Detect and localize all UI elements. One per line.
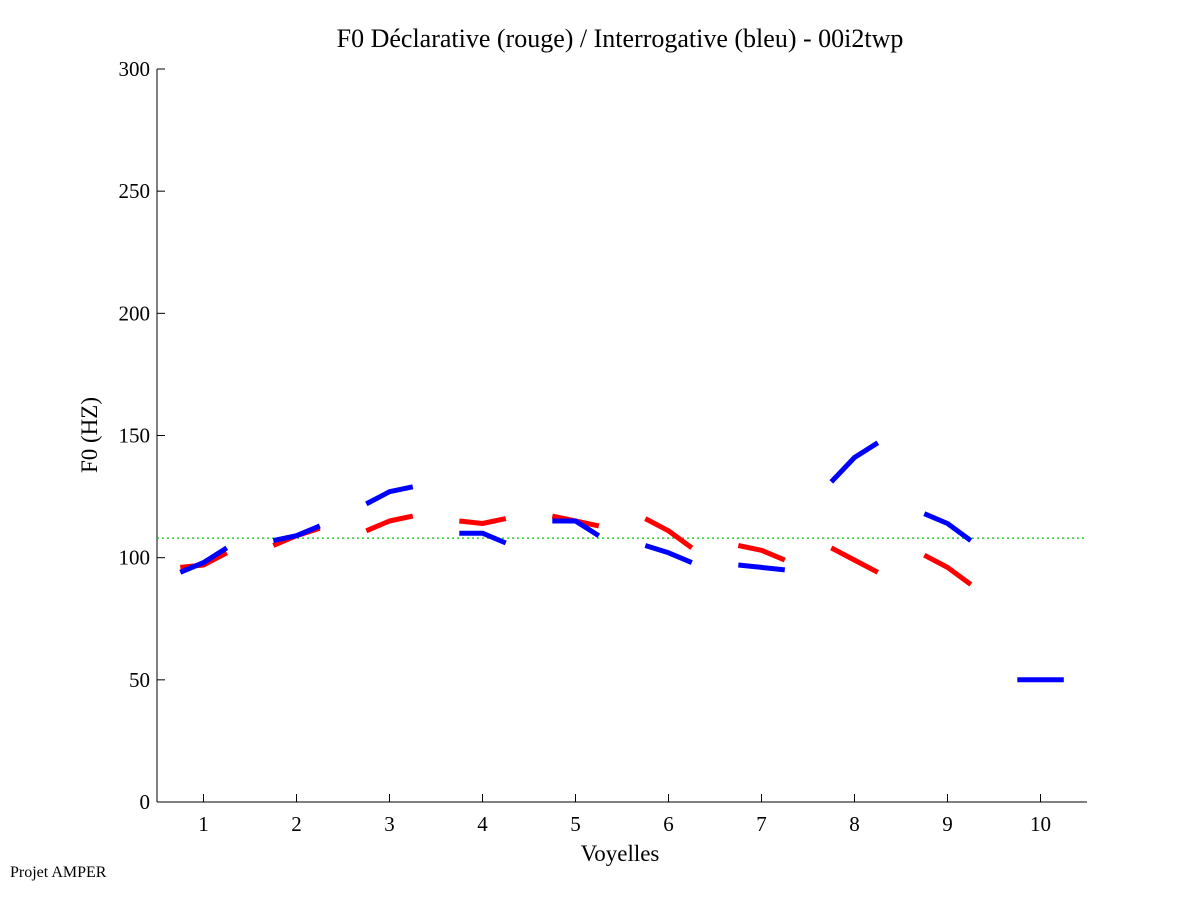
x-tick-label: 4 — [477, 812, 488, 836]
blue-series-segment-5 — [552, 518, 601, 538]
y-tick-label: 150 — [119, 424, 151, 448]
chart-title: F0 Déclarative (rouge) / Interrogative (… — [337, 24, 904, 53]
y-tick-label: 0 — [140, 790, 151, 814]
y-tick-label: 200 — [119, 301, 151, 325]
red-series-segment-4 — [459, 516, 507, 526]
red-series-segment-7 — [737, 543, 786, 563]
blue-series-segment-2 — [272, 523, 321, 544]
x-tick-label: 8 — [849, 812, 860, 836]
blue-series-segment-7 — [738, 562, 786, 573]
x-tick-label: 3 — [384, 812, 395, 836]
blue-series-segment-9 — [923, 511, 973, 543]
x-tick-label: 7 — [756, 812, 767, 836]
blue-series-segment-4 — [459, 530, 507, 546]
x-tick-label: 2 — [291, 812, 302, 836]
x-tick-label: 1 — [198, 812, 209, 836]
red-series-segment-3 — [365, 513, 414, 534]
y-tick-label: 50 — [129, 668, 150, 692]
x-tick-label: 5 — [570, 812, 581, 836]
red-series-segment-8 — [830, 545, 879, 575]
blue-series-segment-1 — [179, 545, 229, 575]
red-series-segment-9 — [923, 552, 973, 587]
plot-area: 0 50 100 150 200 250 300 1 2 3 4 5 6 7 8 9 10 — [119, 57, 1087, 836]
blue-series-segment-6 — [644, 543, 693, 565]
red-series-segment-6 — [644, 516, 694, 550]
footer-credit: Projet AMPER — [10, 864, 107, 881]
blue-series-segment-3 — [365, 484, 414, 507]
y-tick-label: 100 — [119, 546, 151, 570]
blue-series-segment-8 — [829, 440, 880, 484]
x-axis-label: Voyelles — [581, 841, 660, 866]
y-axis-label: F0 (HZ) — [77, 397, 102, 473]
x-tick-label: 10 — [1030, 812, 1051, 836]
y-tick-label: 250 — [119, 179, 151, 203]
y-tick-label: 300 — [119, 57, 151, 81]
x-tick-label: 9 — [942, 812, 953, 836]
x-tick-label: 6 — [663, 812, 674, 836]
